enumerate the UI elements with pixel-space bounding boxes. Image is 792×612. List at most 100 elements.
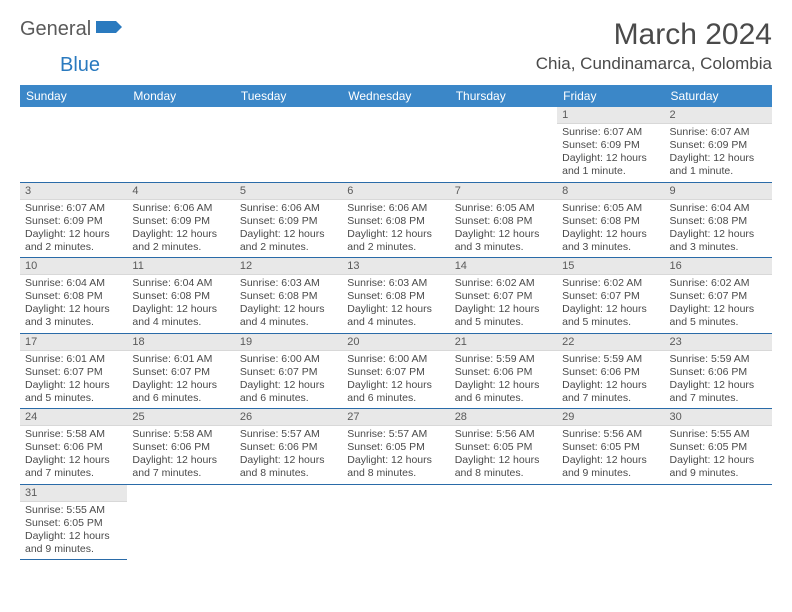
calendar-cell: 13Sunrise: 6:03 AMSunset: 6:08 PMDayligh… [342, 258, 449, 334]
calendar-cell: 28Sunrise: 5:56 AMSunset: 6:05 PMDayligh… [450, 409, 557, 485]
day-number: 30 [665, 409, 772, 426]
day-number: 12 [235, 258, 342, 275]
calendar-cell: 9Sunrise: 6:04 AMSunset: 6:08 PMDaylight… [665, 182, 772, 258]
day-number: 7 [450, 183, 557, 200]
calendar-cell: 20Sunrise: 6:00 AMSunset: 6:07 PMDayligh… [342, 333, 449, 409]
weekday-header-row: SundayMondayTuesdayWednesdayThursdayFrid… [20, 85, 772, 107]
day-content: Sunrise: 5:56 AMSunset: 6:05 PMDaylight:… [450, 426, 557, 484]
calendar-cell: 15Sunrise: 6:02 AMSunset: 6:07 PMDayligh… [557, 258, 664, 334]
calendar-cell: 16Sunrise: 6:02 AMSunset: 6:07 PMDayligh… [665, 258, 772, 334]
day-content: Sunrise: 5:58 AMSunset: 6:06 PMDaylight:… [20, 426, 127, 484]
calendar-cell [127, 107, 234, 182]
calendar-cell: 25Sunrise: 5:58 AMSunset: 6:06 PMDayligh… [127, 409, 234, 485]
calendar-cell: 26Sunrise: 5:57 AMSunset: 6:06 PMDayligh… [235, 409, 342, 485]
day-number: 9 [665, 183, 772, 200]
calendar-cell [450, 484, 557, 560]
weekday-header: Sunday [20, 85, 127, 107]
logo: General [20, 18, 124, 41]
day-content: Sunrise: 6:07 AMSunset: 6:09 PMDaylight:… [665, 124, 772, 182]
calendar-cell [342, 107, 449, 182]
day-content: Sunrise: 6:07 AMSunset: 6:09 PMDaylight:… [557, 124, 664, 182]
calendar-cell: 22Sunrise: 5:59 AMSunset: 6:06 PMDayligh… [557, 333, 664, 409]
day-content: Sunrise: 6:06 AMSunset: 6:08 PMDaylight:… [342, 200, 449, 258]
day-number: 22 [557, 334, 664, 351]
calendar-cell: 3Sunrise: 6:07 AMSunset: 6:09 PMDaylight… [20, 182, 127, 258]
day-number: 20 [342, 334, 449, 351]
day-content: Sunrise: 6:04 AMSunset: 6:08 PMDaylight:… [665, 200, 772, 258]
calendar-cell: 19Sunrise: 6:00 AMSunset: 6:07 PMDayligh… [235, 333, 342, 409]
calendar-cell: 18Sunrise: 6:01 AMSunset: 6:07 PMDayligh… [127, 333, 234, 409]
day-content: Sunrise: 5:55 AMSunset: 6:05 PMDaylight:… [665, 426, 772, 484]
calendar-cell: 1Sunrise: 6:07 AMSunset: 6:09 PMDaylight… [557, 107, 664, 182]
calendar-cell: 2Sunrise: 6:07 AMSunset: 6:09 PMDaylight… [665, 107, 772, 182]
calendar-cell: 29Sunrise: 5:56 AMSunset: 6:05 PMDayligh… [557, 409, 664, 485]
calendar-table: SundayMondayTuesdayWednesdayThursdayFrid… [20, 85, 772, 560]
day-content: Sunrise: 5:58 AMSunset: 6:06 PMDaylight:… [127, 426, 234, 484]
day-number: 28 [450, 409, 557, 426]
day-number: 1 [557, 107, 664, 124]
day-content: Sunrise: 6:03 AMSunset: 6:08 PMDaylight:… [235, 275, 342, 333]
day-number: 27 [342, 409, 449, 426]
calendar-cell: 24Sunrise: 5:58 AMSunset: 6:06 PMDayligh… [20, 409, 127, 485]
day-content: Sunrise: 6:02 AMSunset: 6:07 PMDaylight:… [450, 275, 557, 333]
logo-text-blue: Blue [60, 54, 792, 77]
day-content: Sunrise: 6:01 AMSunset: 6:07 PMDaylight:… [127, 351, 234, 409]
day-content: Sunrise: 6:03 AMSunset: 6:08 PMDaylight:… [342, 275, 449, 333]
calendar-body: 1Sunrise: 6:07 AMSunset: 6:09 PMDaylight… [20, 107, 772, 560]
day-content: Sunrise: 6:06 AMSunset: 6:09 PMDaylight:… [127, 200, 234, 258]
day-content: Sunrise: 6:04 AMSunset: 6:08 PMDaylight:… [127, 275, 234, 333]
day-content: Sunrise: 6:01 AMSunset: 6:07 PMDaylight:… [20, 351, 127, 409]
day-content: Sunrise: 5:57 AMSunset: 6:06 PMDaylight:… [235, 426, 342, 484]
calendar-cell: 14Sunrise: 6:02 AMSunset: 6:07 PMDayligh… [450, 258, 557, 334]
day-content: Sunrise: 6:00 AMSunset: 6:07 PMDaylight:… [235, 351, 342, 409]
calendar-cell: 17Sunrise: 6:01 AMSunset: 6:07 PMDayligh… [20, 333, 127, 409]
day-content: Sunrise: 6:05 AMSunset: 6:08 PMDaylight:… [557, 200, 664, 258]
calendar-cell: 27Sunrise: 5:57 AMSunset: 6:05 PMDayligh… [342, 409, 449, 485]
day-number: 17 [20, 334, 127, 351]
weekday-header: Thursday [450, 85, 557, 107]
flag-icon [96, 18, 122, 41]
day-number: 24 [20, 409, 127, 426]
day-number: 23 [665, 334, 772, 351]
day-content: Sunrise: 5:56 AMSunset: 6:05 PMDaylight:… [557, 426, 664, 484]
calendar-cell [342, 484, 449, 560]
calendar-cell: 4Sunrise: 6:06 AMSunset: 6:09 PMDaylight… [127, 182, 234, 258]
calendar-row: 17Sunrise: 6:01 AMSunset: 6:07 PMDayligh… [20, 333, 772, 409]
calendar-cell: 5Sunrise: 6:06 AMSunset: 6:09 PMDaylight… [235, 182, 342, 258]
calendar-cell [127, 484, 234, 560]
day-number: 3 [20, 183, 127, 200]
weekday-header: Friday [557, 85, 664, 107]
calendar-row: 24Sunrise: 5:58 AMSunset: 6:06 PMDayligh… [20, 409, 772, 485]
weekday-header: Monday [127, 85, 234, 107]
day-number: 19 [235, 334, 342, 351]
day-content: Sunrise: 5:57 AMSunset: 6:05 PMDaylight:… [342, 426, 449, 484]
day-number: 15 [557, 258, 664, 275]
calendar-cell: 31Sunrise: 5:55 AMSunset: 6:05 PMDayligh… [20, 484, 127, 560]
day-number: 13 [342, 258, 449, 275]
day-content: Sunrise: 5:59 AMSunset: 6:06 PMDaylight:… [665, 351, 772, 409]
weekday-header: Wednesday [342, 85, 449, 107]
calendar-cell [20, 107, 127, 182]
day-content: Sunrise: 5:55 AMSunset: 6:05 PMDaylight:… [20, 502, 127, 560]
calendar-cell [235, 107, 342, 182]
calendar-row: 3Sunrise: 6:07 AMSunset: 6:09 PMDaylight… [20, 182, 772, 258]
day-content: Sunrise: 5:59 AMSunset: 6:06 PMDaylight:… [557, 351, 664, 409]
weekday-header: Saturday [665, 85, 772, 107]
day-number: 5 [235, 183, 342, 200]
weekday-header: Tuesday [235, 85, 342, 107]
calendar-row: 10Sunrise: 6:04 AMSunset: 6:08 PMDayligh… [20, 258, 772, 334]
calendar-cell: 6Sunrise: 6:06 AMSunset: 6:08 PMDaylight… [342, 182, 449, 258]
day-content: Sunrise: 5:59 AMSunset: 6:06 PMDaylight:… [450, 351, 557, 409]
day-number: 16 [665, 258, 772, 275]
day-number: 4 [127, 183, 234, 200]
day-number: 10 [20, 258, 127, 275]
calendar-cell: 11Sunrise: 6:04 AMSunset: 6:08 PMDayligh… [127, 258, 234, 334]
calendar-cell: 8Sunrise: 6:05 AMSunset: 6:08 PMDaylight… [557, 182, 664, 258]
day-content: Sunrise: 6:02 AMSunset: 6:07 PMDaylight:… [557, 275, 664, 333]
calendar-cell: 30Sunrise: 5:55 AMSunset: 6:05 PMDayligh… [665, 409, 772, 485]
calendar-cell: 23Sunrise: 5:59 AMSunset: 6:06 PMDayligh… [665, 333, 772, 409]
calendar-cell: 12Sunrise: 6:03 AMSunset: 6:08 PMDayligh… [235, 258, 342, 334]
day-content: Sunrise: 6:00 AMSunset: 6:07 PMDaylight:… [342, 351, 449, 409]
day-number: 29 [557, 409, 664, 426]
day-number: 18 [127, 334, 234, 351]
